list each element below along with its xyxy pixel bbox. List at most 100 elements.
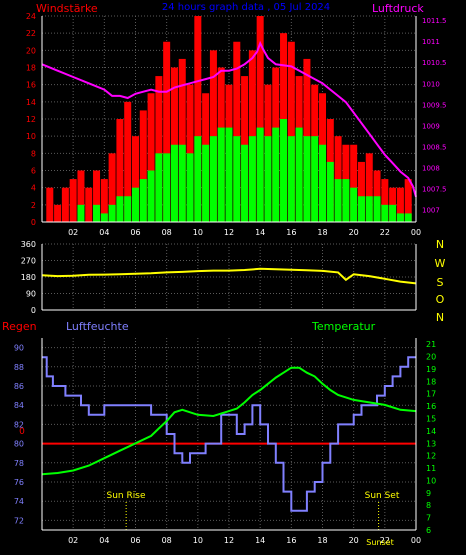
gust-bar	[69, 179, 77, 222]
mean-wind-bar	[202, 144, 210, 222]
humidity-tick-label: 90	[14, 344, 24, 353]
sunset-bottom-label: Sunset	[366, 538, 393, 547]
temperature-tick-label: 16	[426, 402, 436, 411]
pressure-tick-label: 1007	[422, 206, 440, 214]
gust-bar	[93, 170, 101, 222]
pressure-tick-label: 1009.5	[422, 101, 447, 109]
compass-label: W	[435, 257, 446, 270]
temperature-tick-label: 9	[426, 489, 431, 498]
wind-x-tick-label: 16	[286, 228, 296, 237]
wind-x-tick-label: 00	[411, 228, 421, 237]
wind-tick-label: 10	[26, 132, 36, 141]
wind-tick-label: 4	[31, 184, 36, 193]
humidity-tick-label: 86	[14, 382, 24, 391]
pressure-tick-label: 1011	[422, 38, 440, 46]
humidity-chart-x-ticks: 02 04 06 08 10 12 14 16 18 20 22 00	[68, 536, 421, 545]
humidity-x-tick-label: 10	[193, 536, 203, 545]
temperature-tick-label: 12	[426, 452, 436, 461]
pressure-tick-label: 1008.5	[422, 143, 447, 151]
temperature-tick-label: 20	[426, 353, 436, 362]
wind-tick-label: 22	[26, 29, 36, 38]
gust-bar	[77, 170, 85, 222]
temperature-axis-ticks: 6 7 8 9 10 11 12 13 14 15 16 17 18 19 20 21	[426, 340, 436, 535]
wind-tick-label: 14	[26, 98, 36, 107]
temperature-tick-label: 14	[426, 427, 436, 436]
mean-wind-bar	[389, 204, 397, 222]
pressure-axis-ticks: 1007 1007.5 1008 1008.5 1009 1009.5 1010 1010.5…	[422, 17, 447, 214]
humidity-x-tick-label: 18	[317, 536, 327, 545]
mean-wind-bar	[334, 179, 342, 222]
wind-x-tick-label: 20	[349, 228, 359, 237]
humidity-line-group	[42, 356, 416, 512]
mean-wind-bar	[178, 144, 186, 222]
direction-tick-label: 180	[21, 273, 36, 282]
mean-wind-bar	[303, 136, 311, 222]
mean-wind-bar	[93, 204, 101, 222]
temperature-tick-label: 6	[426, 526, 431, 535]
gust-bar	[381, 179, 389, 222]
gust-bar	[147, 93, 155, 222]
pressure-tick-label: 1010	[422, 80, 440, 88]
gust-bar	[178, 58, 186, 222]
direction-tick-label: 270	[21, 257, 36, 266]
humidity-tick-label: 88	[14, 363, 24, 372]
humidity-axis-ticks: 72 74 76 78 80 82 84 86 88 90	[14, 344, 24, 526]
temperature-tick-label: 10	[426, 476, 436, 485]
gust-bar	[256, 16, 264, 222]
wind-x-tick-label: 04	[99, 228, 109, 237]
mean-wind-bar	[147, 170, 155, 222]
gust-bar	[233, 41, 241, 222]
humidity-x-tick-label: 04	[99, 536, 109, 545]
mean-wind-bar	[163, 153, 171, 222]
wind-chart-frame	[41, 16, 417, 223]
pressure-tick-label: 1009	[422, 122, 440, 130]
mean-wind-bar	[272, 127, 280, 222]
mean-wind-bar	[264, 136, 272, 222]
pressure-tick-label: 1008	[422, 164, 440, 172]
temperature-tick-label: 15	[426, 415, 436, 424]
temperature-tick-label: 13	[426, 439, 436, 448]
gust-bar	[396, 187, 404, 222]
wind-x-tick-label: 02	[68, 228, 78, 237]
direction-tick-label: 360	[21, 240, 36, 249]
humidity-tick-label: 76	[14, 478, 24, 487]
humidity-tick-label: 72	[14, 516, 24, 525]
mean-wind-bar	[139, 179, 147, 222]
direction-line-group	[41, 267, 417, 285]
mean-wind-bar	[77, 204, 85, 222]
wind-strength-label: Windstärke	[36, 2, 98, 15]
humidity-x-tick-label: 02	[68, 536, 78, 545]
gust-bar	[404, 179, 412, 222]
mean-wind-bar	[295, 127, 303, 222]
direction-line	[41, 267, 417, 285]
pressure-line-group	[41, 40, 417, 198]
gust-bar	[350, 144, 358, 222]
rain-label: Regen	[2, 320, 37, 333]
direction-tick-label: 90	[26, 290, 36, 299]
mean-wind-bar	[194, 136, 202, 222]
humidity-line	[42, 356, 416, 512]
wind-tick-label: 16	[26, 81, 36, 90]
gust-bar	[163, 41, 171, 222]
temperature-tick-label: 19	[426, 365, 436, 374]
mean-wind-bar	[170, 144, 178, 222]
gust-bar	[61, 187, 69, 222]
gust-bar	[116, 119, 124, 222]
humidity-label: Luftfeuchte	[66, 320, 129, 333]
humidity-x-tick-label: 08	[162, 536, 172, 545]
humidity-tick-label: 82	[14, 420, 24, 429]
direction-chart-frame	[41, 244, 417, 311]
mean-wind-bar	[155, 153, 163, 222]
wind-tick-label: 6	[31, 167, 36, 176]
direction-tick-label: 0	[31, 306, 36, 315]
mean-wind-bar	[241, 144, 249, 222]
gust-bar	[85, 187, 93, 222]
pressure-tick-label: 1011.5	[422, 17, 447, 25]
temperature-tick-label: 21	[426, 340, 436, 349]
humidity-x-tick-label: 20	[349, 536, 359, 545]
mean-wind-bar	[186, 153, 194, 222]
